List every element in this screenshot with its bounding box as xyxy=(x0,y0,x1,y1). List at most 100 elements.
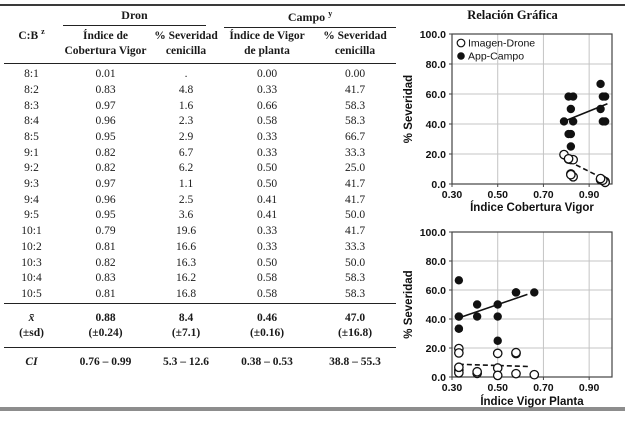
scatter-bottom-svg: 0.30 0.50 0.70 0.90 0.0 20.0 40.0 60.0 80.0 100.0… xyxy=(403,227,613,408)
cell: 0.79 xyxy=(95,225,116,238)
cell: 1.1 xyxy=(178,178,194,191)
cell: 0.33 xyxy=(256,240,278,253)
cell: 10:1 xyxy=(21,225,42,238)
cell: 8:1 xyxy=(24,68,39,81)
svg-text:Índice Cobertura Vigor: Índice Cobertura Vigor xyxy=(470,201,594,214)
corner-header: C:B z xyxy=(4,6,59,65)
ci-label-cell: CI xyxy=(4,346,59,380)
cell: 0.58 xyxy=(256,272,278,285)
svg-text:0.70: 0.70 xyxy=(533,382,554,394)
table-row: 10:1 0.79 19.6 0.33 41.7 xyxy=(4,224,396,240)
table-row: 9:4 0.96 2.5 0.41 41.7 xyxy=(4,193,396,209)
cell: 9:3 xyxy=(24,178,39,191)
cell: 58.3 xyxy=(344,115,366,128)
cell: 16.6 xyxy=(175,240,197,253)
group-header-dron: Dron xyxy=(59,6,220,28)
footnote-sup-z: z xyxy=(41,27,45,37)
series-imagen-drone xyxy=(559,149,610,188)
table-row: 8:1 0.01. 0.00 0.00 xyxy=(4,64,396,83)
cell: . xyxy=(184,68,188,81)
cell: 41.7 xyxy=(344,193,366,206)
svg-text:20.0: 20.0 xyxy=(426,343,447,355)
top-rule xyxy=(0,4,625,6)
cell: 0.33 xyxy=(256,146,278,159)
cell: 0.82 xyxy=(95,162,116,175)
svg-text:80.0: 80.0 xyxy=(426,59,447,71)
chart-title: Relación Gráfica xyxy=(467,8,558,22)
cell: 50.0 xyxy=(344,256,366,269)
svg-text:100.0: 100.0 xyxy=(420,227,446,239)
cell: 50.0 xyxy=(344,209,366,222)
svg-text:40.0: 40.0 xyxy=(426,314,447,326)
cell: 41.7 xyxy=(344,83,366,96)
cell: 0.00 xyxy=(256,68,278,81)
cell: 4.8 xyxy=(178,83,194,96)
cell: 25.0 xyxy=(344,162,366,175)
cell: 10:2 xyxy=(21,240,42,253)
table-row: 9:3 0.97 1.1 0.50 41.7 xyxy=(4,177,396,193)
scatter-chart-bottom: 0.30 0.50 0.70 0.90 0.0 20.0 40.0 60.0 80.0 100.0… xyxy=(400,224,625,410)
cell: 16.8 xyxy=(175,287,197,300)
cell: 0.50 xyxy=(256,162,278,175)
cell: 0.81 xyxy=(95,240,116,253)
table-row: 9:1 0.82 6.7 0.33 33.3 xyxy=(4,146,396,162)
cell: 0.82 xyxy=(95,146,116,159)
scatter-chart-top: Relación Gráfica 0.30 0.50 0.70 0.90 0.0 20.0… xyxy=(400,8,625,216)
svg-text:0.30: 0.30 xyxy=(442,382,463,394)
cell: 66.7 xyxy=(344,130,366,143)
col-header-severidad-campo: % Severidad cenicilla xyxy=(314,27,397,65)
cell: 2.9 xyxy=(178,130,194,143)
svg-text:0.90: 0.90 xyxy=(579,382,600,394)
ci-row: CI 0.76 – 0.99 5.3 – 12.6 0.38 – 0.53 38… xyxy=(4,346,397,380)
table-row: 10:4 0.83 16.2 0.58 58.3 xyxy=(4,271,396,287)
cell: 0.96 xyxy=(95,115,116,128)
cell: 0.41 xyxy=(256,193,278,206)
group-header-campo: Campo y xyxy=(220,6,397,28)
scatter-top-svg: 0.30 0.50 0.70 0.90 0.0 20.0 40.0 60.0 80.0 100.0… xyxy=(403,29,613,214)
cell: 0.50 xyxy=(256,178,278,191)
svg-text:0.50: 0.50 xyxy=(487,382,508,394)
ci-cell: 0.76 – 0.99 xyxy=(59,346,152,380)
ci-cell: 38.8 – 55.3 xyxy=(314,346,397,380)
col-header-indice-vigor-planta: Índice de Vigor de planta xyxy=(220,27,315,65)
svg-text:60.0: 60.0 xyxy=(426,285,447,297)
series-app-campo xyxy=(454,276,539,345)
series-app-campo xyxy=(559,79,610,151)
table-row: 9:5 0.95 3.6 0.41 50.0 xyxy=(4,208,396,224)
mean-label-cell: x̄ (±sd) xyxy=(4,302,59,348)
table-row: 8:5 0.95 2.9 0.33 66.7 xyxy=(4,130,396,146)
svg-text:100.0: 100.0 xyxy=(420,29,446,41)
cell: 10:3 xyxy=(21,256,42,269)
cell: 58.3 xyxy=(344,99,366,112)
svg-text:% Severidad: % Severidad xyxy=(403,270,415,338)
mean-cell: 0.46 (±0.16) xyxy=(220,302,315,348)
cell: 0.01 xyxy=(95,68,116,81)
cell: 8:5 xyxy=(24,130,39,143)
cell: 16.2 xyxy=(175,272,197,285)
col-header-severidad-dron: % Severidad cenicilla xyxy=(152,27,221,65)
table-row: 9:2 0.82 6.2 0.50 25.0 xyxy=(4,161,396,177)
svg-text:0.0: 0.0 xyxy=(431,179,446,191)
cell: 41.7 xyxy=(344,225,366,238)
table-row: 8:2 0.83 4.8 0.33 41.7 xyxy=(4,83,396,99)
svg-text:0.70: 0.70 xyxy=(533,189,554,201)
cell: 0.95 xyxy=(95,209,116,222)
svg-text:0.50: 0.50 xyxy=(487,189,508,201)
ci-cell: 0.38 – 0.53 xyxy=(220,346,315,380)
svg-text:App-Campo: App-Campo xyxy=(468,51,524,63)
ci-cell: 5.3 – 12.6 xyxy=(152,346,221,380)
cell: 58.3 xyxy=(344,287,366,300)
svg-text:0.90: 0.90 xyxy=(579,189,600,201)
table-row: 10:3 0.82 16.3 0.50 50.0 xyxy=(4,256,396,272)
charts-panel: Relación Gráfica 0.30 0.50 0.70 0.90 0.0 20.0… xyxy=(400,0,625,423)
cell: 19.6 xyxy=(175,225,197,238)
svg-text:20.0: 20.0 xyxy=(426,149,447,161)
cell: 16.3 xyxy=(175,256,197,269)
cell: 9:4 xyxy=(24,193,39,206)
cell: 0.97 xyxy=(95,99,116,112)
svg-text:Imagen-Drone: Imagen-Drone xyxy=(468,38,535,50)
cell: 0.95 xyxy=(95,130,116,143)
cell: 0.83 xyxy=(95,272,116,285)
cell: 8:4 xyxy=(24,115,39,128)
